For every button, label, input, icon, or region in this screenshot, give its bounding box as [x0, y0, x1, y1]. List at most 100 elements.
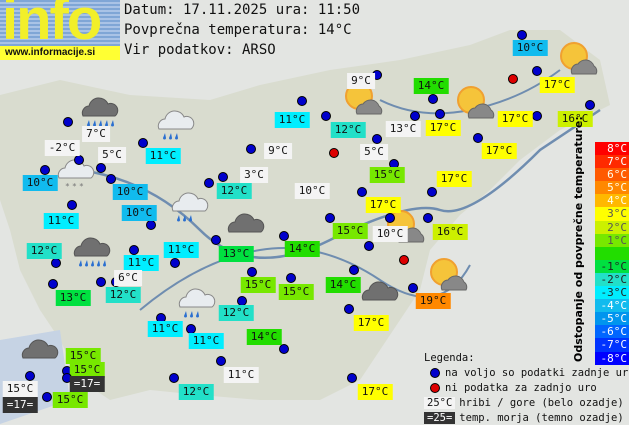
scale-step: -5°C	[595, 312, 629, 326]
station-dot[interactable]	[51, 258, 61, 268]
scale-step: -7°C	[595, 338, 629, 352]
rain-cloud-light-icon	[174, 281, 220, 325]
temperature-label: 17°C	[357, 384, 393, 400]
data-source: Vir podatkov: ARSO	[124, 42, 276, 58]
station-dot[interactable]	[435, 109, 445, 119]
site-link[interactable]: www.informacije.si	[0, 46, 120, 60]
legend-sea: temp. morja (temno ozadje)	[459, 411, 624, 424]
station-dot-missing[interactable]	[399, 255, 409, 265]
scale-title: Odstopanje od povprečne temperature:	[572, 116, 585, 362]
sea-sample: =25=	[424, 411, 456, 424]
station-dot[interactable]	[364, 241, 374, 251]
station-dot[interactable]	[532, 111, 542, 121]
station-dot[interactable]	[347, 373, 357, 383]
temperature-label: 14°C	[325, 277, 361, 293]
station-dot[interactable]	[344, 304, 354, 314]
average-temperature: Povprečna temperatura: 14°C	[124, 22, 352, 38]
deviation-scale: 8°C 7°C 6°C 5°C 4°C 3°C 2°C 1°C -1°C -2°C -3°C -4°C…	[595, 142, 629, 365]
scale-step: 6°C	[595, 168, 629, 182]
station-dot[interactable]	[408, 283, 418, 293]
station-dot[interactable]	[216, 356, 226, 366]
station-dot[interactable]	[96, 163, 106, 173]
svg-text:*: *	[72, 182, 77, 191]
station-dot[interactable]	[297, 96, 307, 106]
scale-step: -2°C	[595, 272, 629, 287]
temperature-label: =17=	[2, 397, 38, 413]
temperature-label: 17°C	[365, 197, 401, 213]
station-dot[interactable]	[321, 111, 331, 121]
temperature-label: 11°C	[123, 255, 159, 271]
station-dot[interactable]	[74, 155, 84, 165]
station-dot[interactable]	[372, 134, 382, 144]
temperature-label: 17°C	[436, 171, 472, 187]
station-dot[interactable]	[349, 265, 359, 275]
temperature-label: 6°C	[114, 270, 142, 286]
station-dot[interactable]	[279, 344, 289, 354]
temperature-label: 13°C	[218, 246, 254, 262]
station-dot[interactable]	[48, 279, 58, 289]
station-dot[interactable]	[170, 258, 180, 268]
station-dot[interactable]	[218, 172, 228, 182]
station-dot[interactable]	[517, 30, 527, 40]
station-dot[interactable]	[410, 111, 420, 121]
station-dot[interactable]	[325, 213, 335, 223]
temperature-label: 10°C	[294, 183, 330, 199]
scale-step: -8°C	[595, 351, 629, 365]
scale-step: -3°C	[595, 286, 629, 300]
scale-step: -4°C	[595, 299, 629, 313]
station-dot[interactable]	[63, 117, 73, 127]
station-dot[interactable]	[357, 187, 367, 197]
station-dot[interactable]	[247, 267, 257, 277]
station-dot[interactable]	[279, 231, 289, 241]
temperature-label: 15°C	[240, 277, 276, 293]
temperature-label: 10°C	[112, 184, 148, 200]
station-dot[interactable]	[286, 273, 296, 283]
cloud-dark-icon	[17, 332, 63, 376]
scale-step: 3°C	[595, 207, 629, 221]
station-dot[interactable]	[138, 138, 148, 148]
temperature-label: 12°C	[218, 305, 254, 321]
station-dot[interactable]	[40, 165, 50, 175]
station-dot[interactable]	[473, 133, 483, 143]
temperature-label: 13°C	[55, 290, 91, 306]
station-dot[interactable]	[211, 235, 221, 245]
sun-cloud-icon	[422, 256, 468, 300]
station-dot[interactable]	[385, 213, 395, 223]
temperature-label: -2°C	[44, 140, 80, 156]
station-dot-missing[interactable]	[329, 148, 339, 158]
station-dot[interactable]	[427, 187, 437, 197]
station-dot[interactable]	[146, 220, 156, 230]
station-dot[interactable]	[169, 373, 179, 383]
station-dot[interactable]	[106, 174, 116, 184]
temperature-label: 11°C	[145, 148, 181, 164]
info-logo: info	[0, 0, 120, 46]
station-dot[interactable]	[129, 245, 139, 255]
temperature-label: 15°C	[69, 362, 105, 378]
station-dot[interactable]	[532, 66, 542, 76]
station-dot[interactable]	[67, 200, 77, 210]
legend-missing: ni podatka za zadnjo uro	[445, 381, 597, 394]
station-dot-missing[interactable]	[508, 74, 518, 84]
temperature-label: =17=	[69, 376, 105, 392]
station-dot[interactable]	[246, 144, 256, 154]
temperature-label: 14°C	[246, 329, 282, 345]
scale-step: -6°C	[595, 325, 629, 339]
temperature-label: 9°C	[264, 143, 292, 159]
station-dot[interactable]	[42, 392, 52, 402]
temperature-label: 17°C	[497, 111, 533, 127]
station-dot[interactable]	[25, 371, 35, 381]
temperature-label: 12°C	[105, 287, 141, 303]
temperature-label: 16°C	[432, 224, 468, 240]
temperature-label: 19°C	[415, 293, 451, 309]
scale-step: 4°C	[595, 194, 629, 208]
station-dot[interactable]	[204, 178, 214, 188]
legend-available: na voljo so podatki zadnje ure	[445, 366, 629, 379]
temperature-label: 15°C	[369, 167, 405, 183]
station-dot[interactable]	[96, 277, 106, 287]
temperature-label: 14°C	[413, 78, 449, 94]
station-dot[interactable]	[428, 94, 438, 104]
station-dot[interactable]	[585, 100, 595, 110]
station-dot[interactable]	[423, 213, 433, 223]
temperature-label: 13°C	[385, 121, 421, 137]
temperature-label: 15°C	[65, 348, 101, 364]
